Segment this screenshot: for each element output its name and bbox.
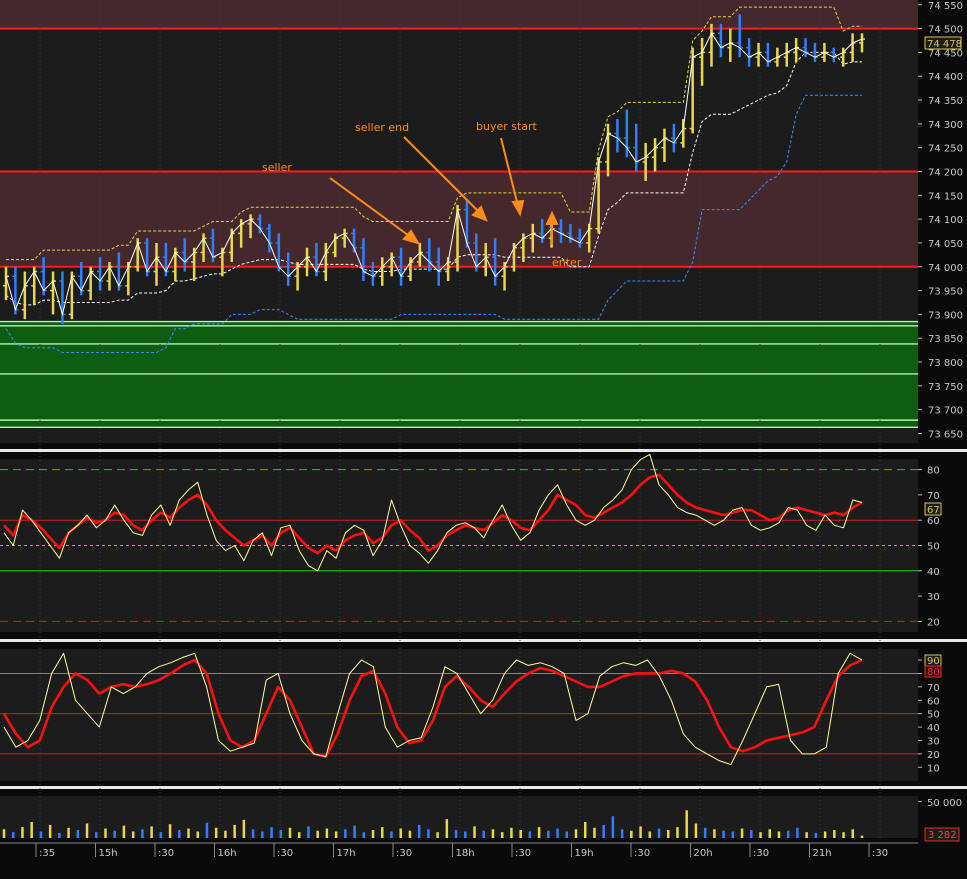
top-zone <box>0 0 918 29</box>
osc1-tick-0: 80 <box>927 466 940 477</box>
time-tick-2: :30 <box>158 848 174 859</box>
annotations: seller seller end buyer start enter <box>262 120 582 269</box>
price-tick-1: 74 500 <box>928 25 963 36</box>
time-tick-0: :35 <box>39 848 55 859</box>
price-tick-6: 74 250 <box>928 144 963 155</box>
price-tick-3: 74 400 <box>928 72 963 83</box>
price-tick-18: 73 650 <box>928 429 963 440</box>
osc2-tick-7: 20 <box>927 750 940 761</box>
price-tick-10: 74 050 <box>928 239 963 250</box>
volume-value-tag <box>924 827 960 842</box>
arrow-seller-end <box>403 136 482 215</box>
osc2-tick-4: 50 <box>927 710 940 721</box>
separator-1 <box>0 449 967 452</box>
time-tick-6: :30 <box>396 848 412 859</box>
time-tick-5: 17h <box>337 848 356 859</box>
osc2-value-tag-2 <box>924 665 942 678</box>
price-tick-0: 74 550 <box>928 1 963 12</box>
price-tick-5: 74 300 <box>928 120 963 131</box>
annotation-seller: seller <box>262 161 292 174</box>
osc1-tick-1: 70 <box>927 491 940 502</box>
arrow-buyer-start-head <box>511 199 525 217</box>
osc2-series-1 <box>3 652 863 766</box>
arrow-seller-end-head <box>471 205 488 222</box>
price-tick-9: 74 100 <box>928 215 963 226</box>
annotation-buyer-start: buyer start <box>476 120 538 133</box>
volume-value-label: 3 282 <box>928 830 957 841</box>
osc2-value-label-1: 90 <box>927 656 940 667</box>
price-tick-8: 74 150 <box>928 191 963 202</box>
lower-band <box>5 94 862 353</box>
price-tick-15: 73 800 <box>928 358 963 369</box>
osc2-tick-6: 30 <box>927 736 940 747</box>
price-tick-13: 73 900 <box>928 310 963 321</box>
osc1-tick-4: 40 <box>927 567 940 578</box>
volume-panel-bg <box>0 796 918 838</box>
arrow-seller-head <box>402 229 421 245</box>
price-tick-4: 74 350 <box>928 96 963 107</box>
price-tick-12: 73 950 <box>928 287 963 298</box>
annotation-seller-end: seller end <box>355 121 409 134</box>
separator-3 <box>0 786 967 789</box>
osc1-tick-6: 20 <box>927 617 940 628</box>
time-tick-8: :30 <box>515 848 531 859</box>
osc2-value-label-2: 80 <box>927 667 940 678</box>
price-tick-11: 74 000 <box>928 263 963 274</box>
time-tick-3: 16h <box>218 848 237 859</box>
osc2-series-0 <box>2 658 863 758</box>
price-tick-16: 73 750 <box>928 382 963 393</box>
osc1-tick-2: 60 <box>927 516 940 527</box>
time-tick-1: 15h <box>99 848 118 859</box>
time-tick-13: 21h <box>813 848 832 859</box>
middle-band <box>5 51 862 306</box>
osc2-panel-bg <box>0 649 918 781</box>
arrow-seller <box>329 177 413 239</box>
volume-axis-label: 50 000 <box>927 798 962 809</box>
osc2-tick-8: 10 <box>927 763 940 774</box>
osc1-tick-3: 50 <box>927 542 940 553</box>
resistance-zone <box>0 171 918 267</box>
time-tick-14: :30 <box>872 848 888 859</box>
separator-2 <box>0 639 967 642</box>
current-price-label: 74 478 <box>927 39 962 50</box>
time-tick-4: :30 <box>277 848 293 859</box>
osc1-series-1 <box>3 453 863 572</box>
price-tick-2: 74 450 <box>928 48 963 59</box>
time-tick-12: :30 <box>753 848 769 859</box>
price-tick-14: 73 850 <box>928 334 963 345</box>
annotation-enter: enter <box>552 256 582 269</box>
osc1-value-label: 67 <box>927 505 940 516</box>
osc2-tick-3: 60 <box>927 696 940 707</box>
close-price-line <box>5 32 863 317</box>
arrow-enter-head <box>545 210 559 225</box>
time-tick-7: 18h <box>456 848 475 859</box>
current-price-tag <box>924 36 962 50</box>
osc2-tick-2: 70 <box>927 683 940 694</box>
osc1-value-tag <box>924 502 942 516</box>
time-tick-9: 19h <box>575 848 594 859</box>
osc1-tick-5: 30 <box>927 592 940 603</box>
price-tick-17: 73 700 <box>928 406 963 417</box>
price-tick-7: 74 200 <box>928 167 963 178</box>
time-tick-10: :30 <box>634 848 650 859</box>
upper-band <box>6 6 862 261</box>
osc2-tick-5: 40 <box>927 723 940 734</box>
time-tick-11: 20h <box>694 848 713 859</box>
arrow-buyer-start <box>500 137 519 207</box>
